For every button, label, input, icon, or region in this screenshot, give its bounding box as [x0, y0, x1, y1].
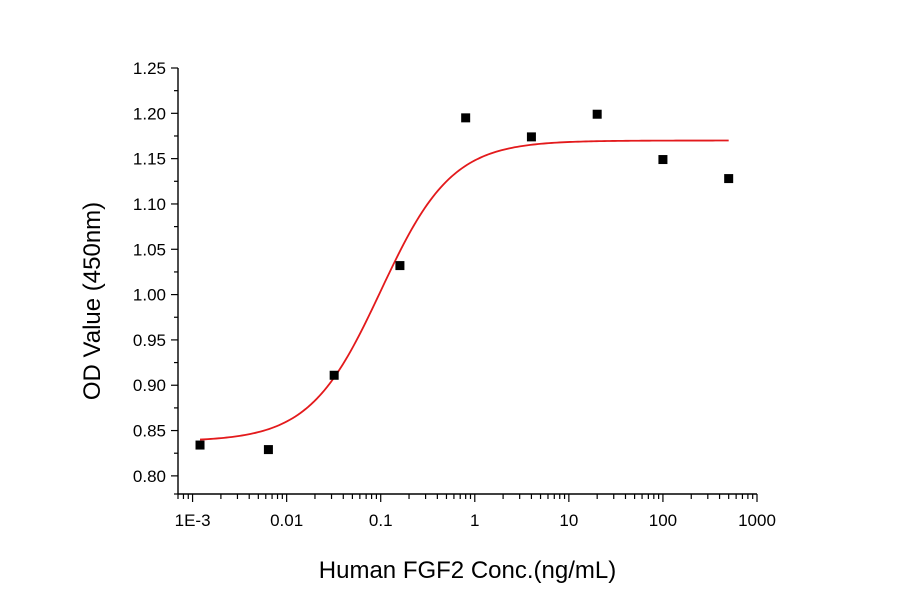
y-tick-label: 0.80 [133, 467, 166, 486]
y-tick-label: 1.05 [133, 240, 166, 259]
data-point [195, 440, 205, 450]
y-axis-title: OD Value (450nm) [79, 202, 106, 400]
data-marks [195, 109, 734, 455]
x-tick-label: 1E-3 [175, 511, 211, 530]
y-tick-label: 0.85 [133, 422, 166, 441]
x-tick-label: 10 [559, 511, 578, 530]
tick-labels: 0.80 0.85 0.90 0.95 1.00 1.05 1.10 1.15 1.20 1.25… [133, 59, 776, 530]
axes [177, 68, 757, 495]
x-tick-label: 0.01 [270, 511, 303, 530]
x-tick-label: 1000 [738, 511, 776, 530]
y-tick-label: 0.95 [133, 331, 166, 350]
data-point [395, 261, 405, 271]
data-point [263, 445, 273, 455]
data-point [658, 155, 668, 165]
data-point [592, 109, 602, 119]
x-tick-label: 1 [470, 511, 479, 530]
data-point [724, 174, 734, 184]
fit-curve [199, 139, 729, 441]
x-tick-label: 100 [649, 511, 677, 530]
y-tick-label: 0.90 [133, 376, 166, 395]
x-tick-label: 0.1 [369, 511, 393, 530]
ticks [171, 67, 758, 502]
data-point [526, 132, 536, 142]
y-tick-label: 1.00 [133, 286, 166, 305]
x-axis-title: Human FGF2 Conc.(ng/mL) [319, 557, 616, 584]
y-tick-label: 1.10 [133, 195, 166, 214]
data-point [329, 370, 339, 380]
y-tick-label: 1.20 [133, 104, 166, 123]
y-tick-label: 1.25 [133, 59, 166, 78]
y-tick-label: 1.15 [133, 150, 166, 169]
data-point [461, 113, 471, 123]
